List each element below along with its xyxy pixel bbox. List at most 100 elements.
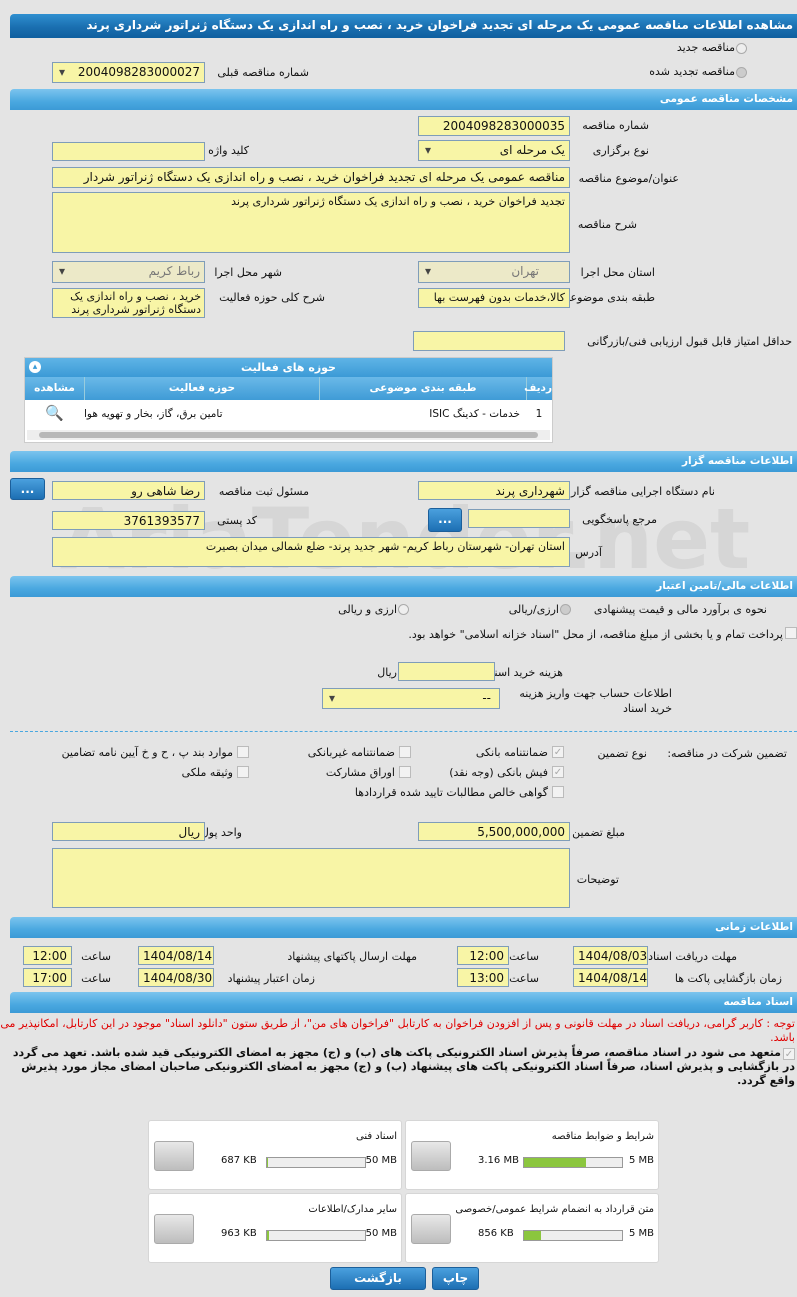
submit-date[interactable]: 1404/08/14 xyxy=(138,946,214,965)
divider xyxy=(10,731,797,732)
file-size-bar xyxy=(523,1230,623,1241)
scope-textarea[interactable]: خرید ، نصب و راه اندازی یک دستگاه ژنراتو… xyxy=(52,288,205,318)
doc-receive-time[interactable]: 12:00 xyxy=(457,946,509,965)
province-select[interactable]: تهران xyxy=(418,261,570,283)
guarantee-checkbox[interactable]: ✓ xyxy=(552,746,564,758)
opt1-label: ارزی/ریالی xyxy=(508,603,559,616)
new-tender-radio[interactable] xyxy=(736,43,747,54)
cell-category: خدمات - کدینگ ISIC xyxy=(429,408,520,420)
type-select[interactable]: یک مرحله ای xyxy=(418,140,570,161)
city-select[interactable]: رباط کریم xyxy=(52,261,205,283)
time-label: ساعت xyxy=(509,972,539,985)
file-card[interactable]: سایر مدارک/اطلاعات 50 MB 963 KB xyxy=(148,1193,402,1263)
validity-time[interactable]: 17:00 xyxy=(23,968,72,987)
file-name: سایر مدارک/اطلاعات xyxy=(308,1204,397,1215)
doc-receive-label: مهلت دریافت اسناد xyxy=(648,950,737,963)
file-max: 5 MB xyxy=(628,1155,654,1166)
opt2-label: ارزی و ریالی xyxy=(338,603,397,616)
table-row: 1 خدمات - کدینگ ISIC تامین برق، گاز، بخا… xyxy=(25,400,552,429)
currency-label: واحد پول xyxy=(200,826,242,839)
tender-number-field[interactable]: 2004098283000035 xyxy=(418,116,570,136)
account-label: اطلاعات حساب جهت واریز هزینه خرید اسناد xyxy=(519,687,672,715)
province-label: استان محل اجرا xyxy=(580,266,655,279)
resp-field[interactable]: رضا شاهی رو xyxy=(52,481,205,500)
file-size-bar xyxy=(266,1230,366,1241)
file-card[interactable]: متن قرارداد به انضمام شرایط عمومی/خصوصی … xyxy=(405,1193,659,1263)
category-field[interactable]: کالا،خدمات بدون فهرست بها xyxy=(418,288,570,308)
view-magnifier-icon[interactable]: 🔍 xyxy=(45,404,64,422)
doc-fee-field[interactable] xyxy=(398,662,495,681)
guarantee-checkbox[interactable] xyxy=(399,746,411,758)
horizontal-scrollbar[interactable] xyxy=(27,430,550,440)
guarantee-option-label: اوراق مشارکت xyxy=(325,766,395,779)
file-size: 3.16 MB xyxy=(478,1155,519,1166)
validity-date[interactable]: 1404/08/30 xyxy=(138,968,214,987)
scope-label: شرح کلی حوزه فعالیت xyxy=(219,291,325,304)
folder-icon xyxy=(411,1214,451,1244)
file-max: 50 MB xyxy=(365,1228,397,1239)
time-label: ساعت xyxy=(509,950,539,963)
doc-receive-date[interactable]: 1404/08/03 xyxy=(573,946,648,965)
guarantee-checkbox[interactable]: ✓ xyxy=(552,766,564,778)
keyword-field[interactable] xyxy=(52,142,205,161)
col-view: مشاهده xyxy=(34,382,75,394)
ref-field[interactable] xyxy=(468,509,570,528)
print-button[interactable]: چاپ xyxy=(432,1267,479,1290)
section-organizer: اطلاعات مناقصه گزار xyxy=(10,451,797,472)
file-size: 963 KB xyxy=(221,1228,257,1239)
collapse-icon[interactable]: ▴ xyxy=(29,361,41,373)
account-select[interactable]: -- xyxy=(322,688,500,709)
section-timing: اطلاعات زمانی xyxy=(10,917,797,938)
doc-fee-unit: ریال xyxy=(377,666,397,679)
notes-textarea[interactable] xyxy=(52,848,570,908)
section-docs: اسناد مناقصه xyxy=(10,992,797,1013)
col-field: حوزه فعالیت xyxy=(84,377,319,400)
postal-field[interactable]: 3761393577 xyxy=(52,511,205,530)
currency-field[interactable]: ریال xyxy=(52,822,205,841)
time-label: ساعت xyxy=(81,972,111,985)
docs-notice: توجه : کاربر گرامی، دریافت اسناد در مهلت… xyxy=(0,1017,795,1044)
org-field[interactable]: شهرداری پرند xyxy=(418,481,570,500)
validity-label: زمان اعتبار پیشنهاد xyxy=(227,972,315,985)
section-general: مشخصات مناقصه عمومی xyxy=(10,89,797,110)
resp-label: مسئول ثبت مناقصه xyxy=(218,485,309,498)
min-score-field[interactable] xyxy=(413,331,565,351)
cell-field: تامین برق، گاز، بخار و تهویه هوا xyxy=(84,408,223,420)
file-max: 5 MB xyxy=(628,1228,654,1239)
section-finance: اطلاعات مالی/تامین اعتبار xyxy=(10,576,797,597)
subject-field[interactable]: مناقصه عمومی یک مرحله ای تجدید فراخوان خ… xyxy=(52,167,570,188)
prev-number-label: شماره مناقصه قبلی xyxy=(217,66,309,79)
addr-textarea[interactable]: استان تهران- شهرستان رباط کریم- شهر جدید… xyxy=(52,537,570,567)
back-button[interactable]: بازگشت xyxy=(330,1267,426,1290)
guarantee-option-label: گواهی خالص مطالبات تایید شده قراردادها xyxy=(354,786,548,799)
guarantee-checkbox[interactable] xyxy=(552,786,564,798)
open-label: زمان بازگشایی پاکت ها xyxy=(674,972,782,985)
file-card[interactable]: اسناد فنی 50 MB 687 KB xyxy=(148,1120,402,1190)
notes-label: توضیحات xyxy=(576,873,619,886)
file-size: 856 KB xyxy=(478,1228,514,1239)
prev-number-select[interactable]: 2004098283000027 xyxy=(52,62,205,83)
submit-time[interactable]: 12:00 xyxy=(23,946,72,965)
resp-lookup-button[interactable]: ... xyxy=(10,478,45,500)
min-score-label: حداقل امتیاز قابل قبول ارزیابی فنی/بازرگ… xyxy=(587,335,792,348)
activity-table-header: حوزه های فعالیت ▴ xyxy=(25,358,552,377)
file-name: اسناد فنی xyxy=(356,1131,397,1142)
file-size: 687 KB xyxy=(221,1155,257,1166)
open-time[interactable]: 13:00 xyxy=(457,968,509,987)
guarantee-checkbox[interactable] xyxy=(237,746,249,758)
amount-field[interactable]: 5,500,000,000 xyxy=(418,822,570,841)
desc-textarea[interactable]: تجدید فراخوان خرید ، نصب و راه اندازی یک… xyxy=(52,192,570,253)
guarantee-option-label: موارد بند پ ، ح و خ آیین نامه تضامین xyxy=(61,746,233,759)
commit-text: متعهد می شود در اسناد مناقصه، صرفاً پذیر… xyxy=(12,1046,795,1087)
file-card[interactable]: شرایط و ضوابط مناقصه 5 MB 3.16 MB xyxy=(405,1120,659,1190)
guarantee-checkbox[interactable] xyxy=(237,766,249,778)
treasury-checkbox[interactable] xyxy=(785,627,797,639)
file-size-bar xyxy=(266,1157,366,1168)
ref-lookup-button[interactable]: ... xyxy=(428,508,462,532)
guarantee-checkbox[interactable] xyxy=(399,766,411,778)
amount-label: مبلغ تضمین xyxy=(572,826,625,839)
renewed-tender-radio[interactable] xyxy=(736,67,747,78)
opt2-radio[interactable] xyxy=(398,604,409,615)
opt1-radio[interactable] xyxy=(560,604,571,615)
open-date[interactable]: 1404/08/14 xyxy=(573,968,648,987)
